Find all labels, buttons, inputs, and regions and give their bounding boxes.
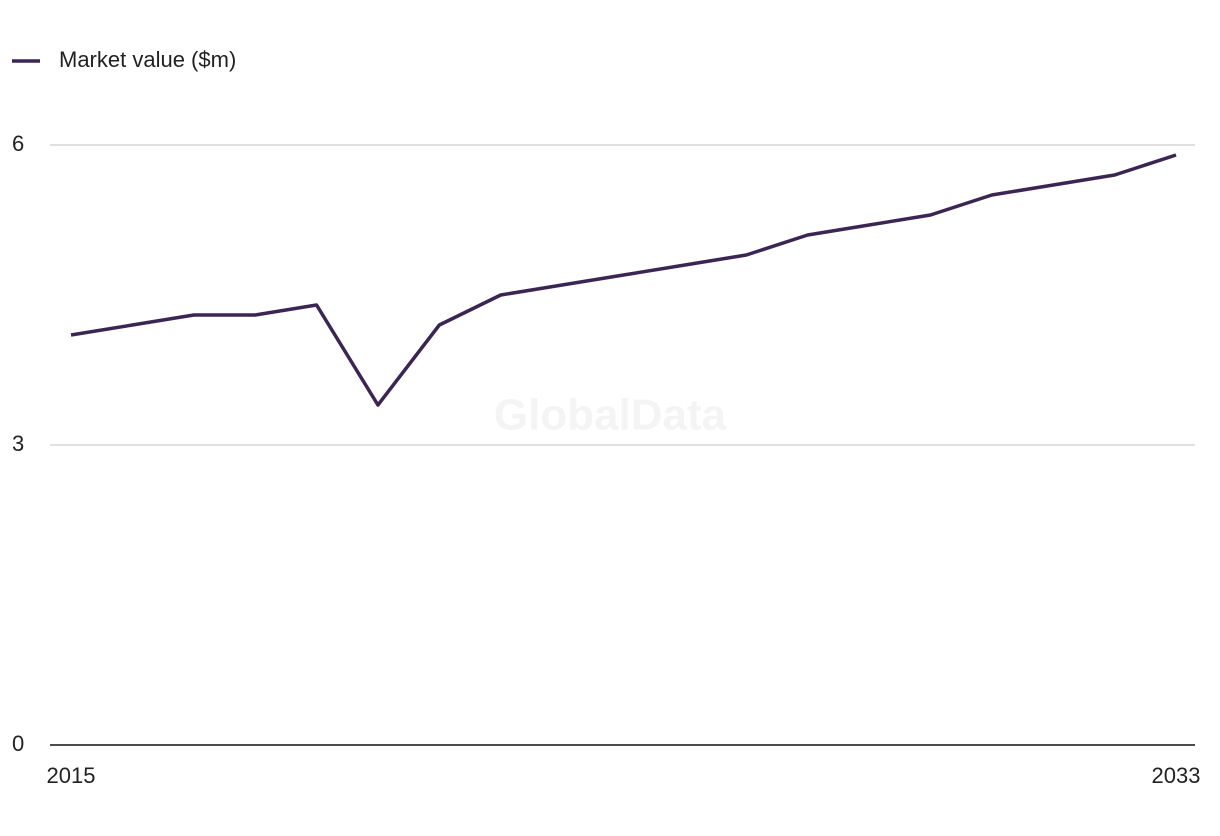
x-tick-label: 2033	[1152, 763, 1201, 788]
legend-label: Market value ($m)	[59, 47, 236, 72]
watermark: GlobalData	[494, 391, 727, 440]
y-tick-label: 0	[12, 731, 24, 756]
x-tick-label: 2015	[47, 763, 96, 788]
y-tick-label: 6	[12, 131, 24, 156]
line	[70, 153, 1177, 407]
y-tick-label: 3	[12, 431, 24, 456]
